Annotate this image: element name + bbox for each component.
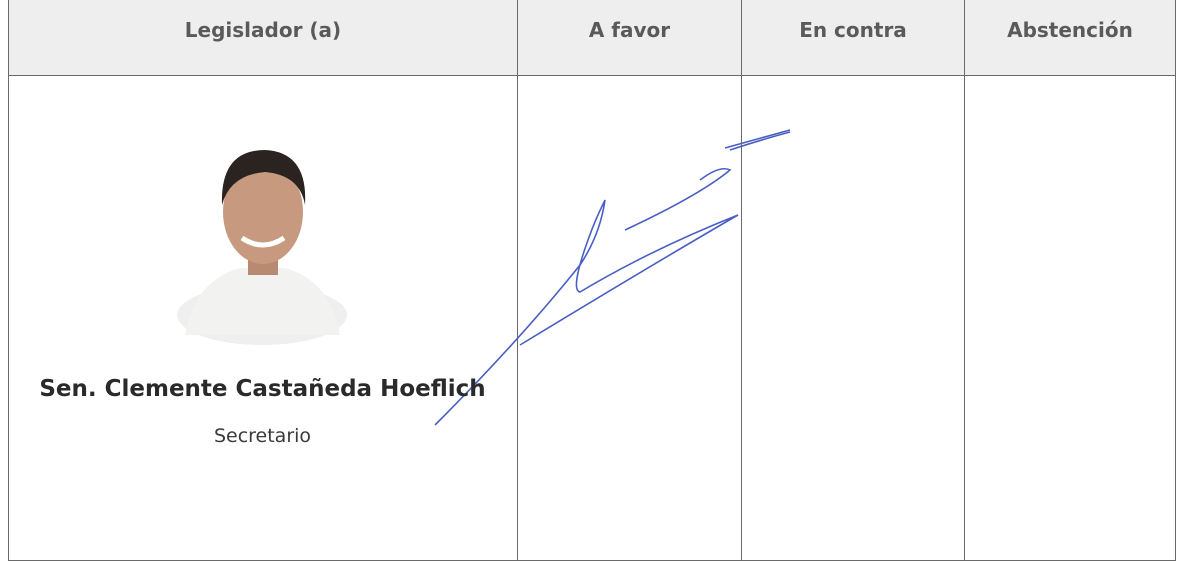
photo	[177, 150, 347, 345]
column-header: Abstención	[964, 0, 1176, 76]
column-header: Legislador (a)	[8, 0, 518, 76]
vote-table: Legislador (a) A favor En contra Abstenc…	[8, 0, 1176, 561]
cell	[741, 74, 965, 561]
legislator-name: Sen. Clemente Castañeda Hoeflich	[39, 376, 486, 402]
cell	[964, 74, 1176, 561]
header-row: Legislador (a) A favor En contra Abstenc…	[8, 0, 1176, 76]
column-header: En contra	[741, 0, 965, 76]
signature	[434, 129, 791, 426]
page: Legislador (a) A favor En contra Abstenc…	[8, 0, 1176, 561]
legislator-role: Secretario	[213, 425, 312, 447]
overlay	[177, 129, 791, 426]
